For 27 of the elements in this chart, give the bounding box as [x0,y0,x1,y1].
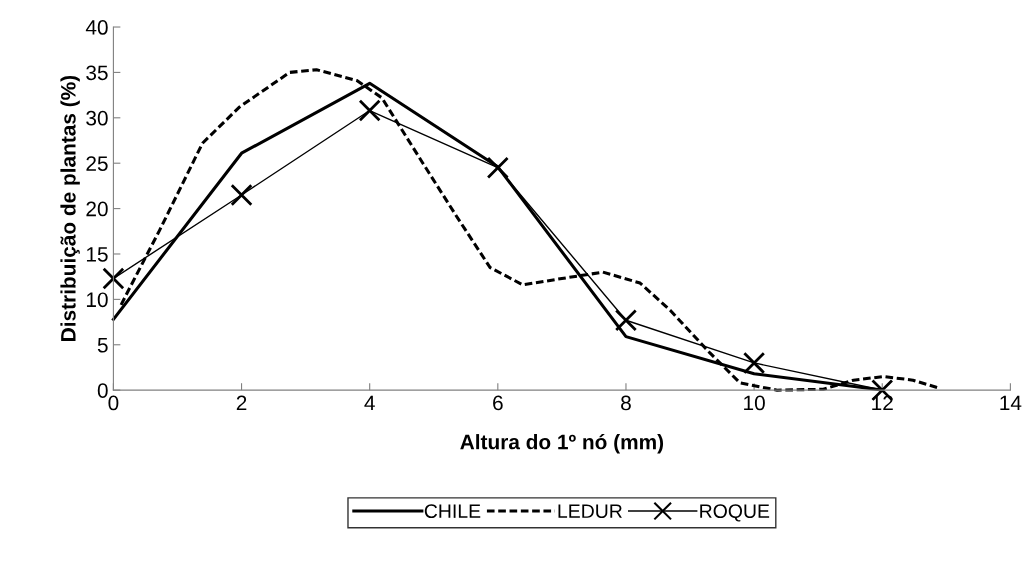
legend-label: CHILE [424,504,481,519]
point [486,156,509,179]
x-tick-label: 6 [493,395,503,411]
x-tick-label: 14 [1000,395,1022,411]
point [230,183,253,207]
legend-label: LEDUR [558,504,622,519]
point [358,99,381,122]
x-axis-title: Altura do 1º nó (mm) [460,433,664,454]
y-tick-label: 10 [86,292,108,308]
x-tick-label: 8 [621,395,631,411]
point [614,309,638,332]
y-tick-label: 15 [86,247,108,262]
y-tick-label: 35 [86,65,108,81]
x-tick-label: 0 [108,395,119,411]
x-tick-label: 2 [236,395,247,411]
y-tick-label: 0 [97,383,108,398]
point [102,267,125,290]
x-tick-label: 4 [364,395,375,411]
x-tick-label: 10 [744,395,765,411]
y-tick-label: 5 [97,337,108,353]
y-tick-label: 20 [86,201,108,217]
y-tick-label: 25 [86,156,108,171]
y-tick-label: 40 [85,20,108,35]
point [742,351,766,375]
y-tick-label: 30 [86,110,108,126]
legend-label: ROQUE [700,504,770,522]
y-axis-title: Distribuição de plantas (%) [60,75,80,341]
